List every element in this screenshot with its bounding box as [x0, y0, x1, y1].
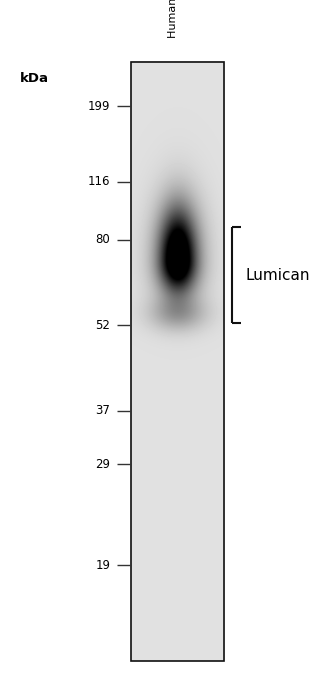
Text: 37: 37: [95, 405, 110, 417]
Text: Lumican: Lumican: [246, 268, 310, 283]
Text: Human Cartilage: Human Cartilage: [168, 0, 178, 38]
Bar: [131, 62, 224, 661]
Text: kDa: kDa: [20, 73, 49, 85]
Text: 52: 52: [95, 319, 110, 332]
Bar: [131, 62, 224, 661]
Text: 80: 80: [96, 234, 110, 246]
Text: 199: 199: [88, 100, 110, 112]
Text: 29: 29: [95, 458, 110, 471]
Text: 19: 19: [95, 559, 110, 571]
Text: 116: 116: [88, 175, 110, 188]
